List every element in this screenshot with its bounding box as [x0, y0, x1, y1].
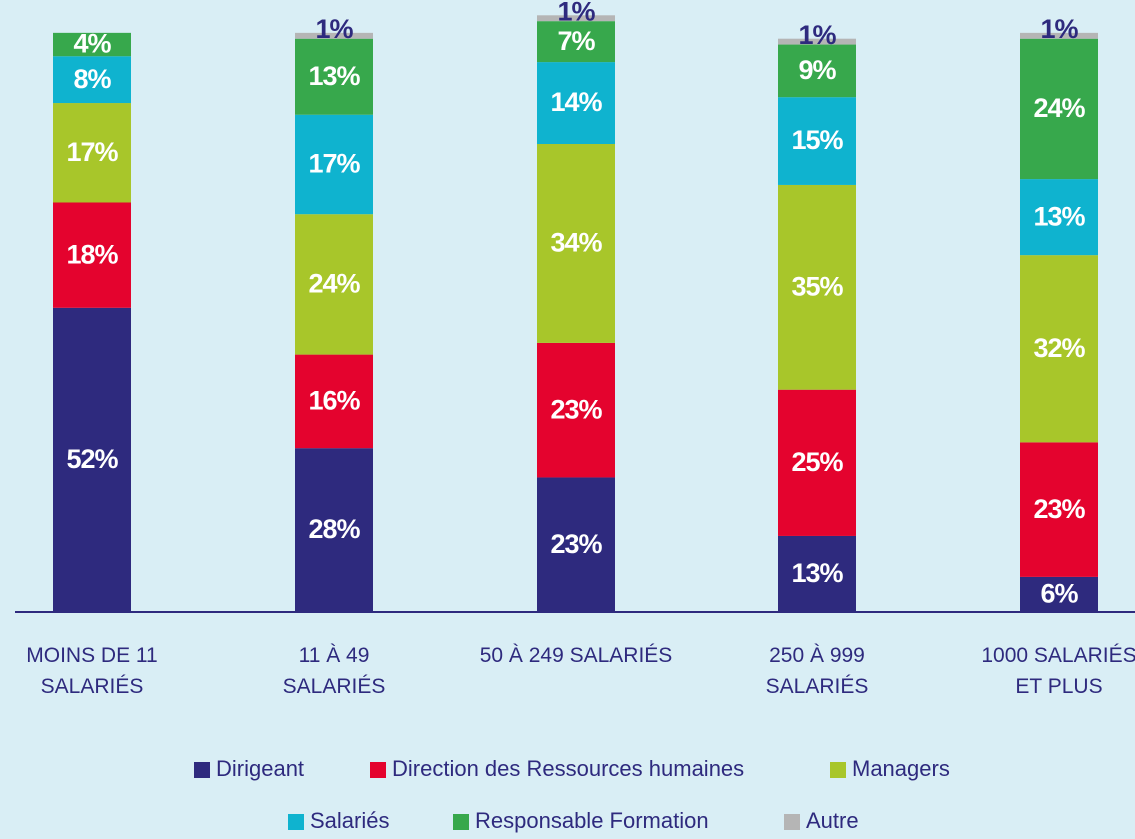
value-label: 9%	[798, 55, 836, 85]
legend-swatch	[830, 762, 846, 778]
value-label: 18%	[66, 239, 118, 269]
bar-segment	[1020, 255, 1098, 443]
value-label: 14%	[550, 87, 602, 117]
x-tick-label-line: SALARIÉS	[766, 675, 869, 698]
bar-segment	[778, 389, 856, 536]
legend-label: Salariés	[310, 808, 389, 833]
value-label: 17%	[308, 149, 360, 179]
x-tick-label-line: MOINS DE 11	[26, 644, 157, 667]
value-label: 13%	[1033, 201, 1085, 231]
value-label: 23%	[1033, 494, 1085, 524]
bar-segment	[53, 56, 131, 104]
bar-segment	[295, 32, 373, 39]
value-label: 1%	[315, 14, 353, 44]
legend-label: Direction des Ressources humaines	[392, 756, 744, 781]
value-label: 7%	[557, 26, 595, 56]
bar-segment	[778, 38, 856, 45]
x-tick-label-line: 1000 SALARIÉS	[981, 644, 1135, 667]
x-tick-label-line: 50 À 249 SALARIÉS	[480, 644, 673, 667]
legend-label: Autre	[806, 808, 859, 833]
value-label: 24%	[1033, 93, 1085, 123]
value-label: 34%	[550, 228, 602, 258]
bar-segment	[295, 214, 373, 355]
value-label: 13%	[791, 558, 843, 588]
bar-segment	[1020, 442, 1098, 577]
bar-segment	[1020, 576, 1098, 612]
x-tick-label: 50 À 249 SALARIÉS	[480, 644, 673, 667]
x-tick-label: 250 À 999 SALARIÉS	[766, 644, 869, 698]
value-label: 32%	[1033, 333, 1085, 363]
value-label: 35%	[791, 271, 843, 301]
legend-swatch	[194, 762, 210, 778]
value-label: 1%	[557, 0, 595, 26]
bar-segment	[53, 32, 131, 57]
value-label: 28%	[308, 514, 360, 544]
bar-segment	[53, 307, 131, 612]
legend-label: Responsable Formation	[475, 808, 709, 833]
value-label: 23%	[550, 529, 602, 559]
bar-segment	[778, 44, 856, 98]
bar-segment	[778, 184, 856, 390]
value-label: 8%	[73, 64, 111, 94]
bar-segment	[53, 103, 131, 203]
value-label: 52%	[66, 444, 118, 474]
value-label: 24%	[308, 269, 360, 299]
legend-swatch	[453, 814, 469, 830]
x-tick-label-line: ET PLUS	[1015, 675, 1102, 698]
value-label: 1%	[1040, 14, 1078, 44]
value-label: 4%	[73, 29, 111, 59]
x-tick-label-line: 11 À 49	[299, 644, 370, 667]
legend-swatch	[288, 814, 304, 830]
value-label: 23%	[550, 394, 602, 424]
bar-segment	[537, 21, 615, 63]
bar-segment	[295, 448, 373, 612]
x-tick-label: MOINS DE 11 SALARIÉS	[26, 644, 157, 698]
bar-segment	[295, 114, 373, 215]
bar-segment	[537, 15, 615, 22]
legend-label: Dirigeant	[216, 756, 304, 781]
bar-segment	[295, 354, 373, 449]
bar-segment	[537, 477, 615, 612]
x-tick-label-line: SALARIÉS	[283, 675, 386, 698]
value-label: 13%	[308, 61, 360, 91]
value-label: 1%	[798, 20, 836, 50]
value-label: 17%	[66, 137, 118, 167]
legend-swatch	[370, 762, 386, 778]
x-tick-label: 11 À 49 SALARIÉS	[283, 644, 386, 698]
bar-segment	[537, 62, 615, 144]
bar-segment	[53, 202, 131, 308]
value-label: 15%	[791, 125, 843, 155]
bar-segment	[537, 144, 615, 343]
bar-segment	[1020, 179, 1098, 256]
bar-segment	[537, 342, 615, 478]
value-label: 16%	[308, 386, 360, 416]
bar-segment	[295, 38, 373, 115]
x-tick-label-line: 250 À 999	[769, 644, 865, 667]
bar-segment	[1020, 32, 1098, 39]
bar-segment	[778, 97, 856, 185]
legend-swatch	[784, 814, 800, 830]
bar-segment	[778, 535, 856, 612]
x-tick-label-line: SALARIÉS	[41, 675, 144, 698]
value-label: 25%	[791, 447, 843, 477]
bar-segment	[1020, 38, 1098, 180]
legend-label: Managers	[852, 756, 950, 781]
x-tick-label: 1000 SALARIÉS ET PLUS	[981, 644, 1135, 698]
value-label: 6%	[1040, 579, 1078, 609]
